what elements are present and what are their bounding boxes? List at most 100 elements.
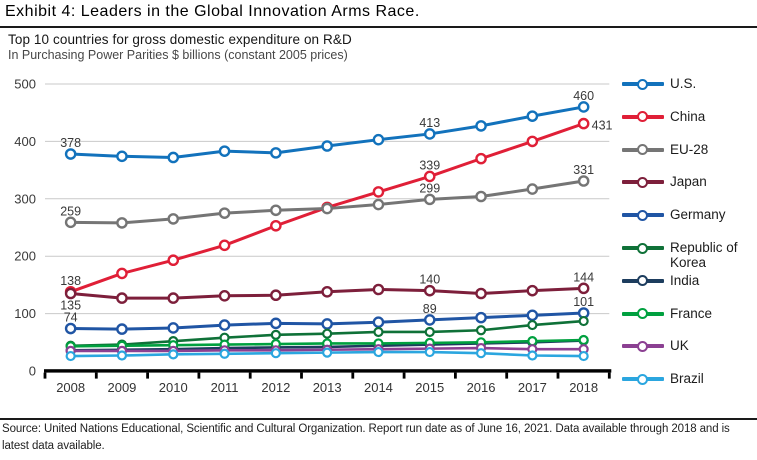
data-point-marker [270, 204, 282, 217]
y-axis-tick-label: 100 [14, 306, 36, 321]
data-point-marker [373, 326, 384, 338]
legend-line-marker-icon [622, 207, 664, 223]
x-axis-tick [402, 372, 406, 379]
data-point-marker [270, 348, 281, 359]
series-germany [64, 307, 590, 335]
data-point-marker [167, 322, 180, 334]
x-axis-tick-label: 2009 [107, 380, 136, 395]
legend-label: Japan [670, 174, 707, 190]
x-axis-tick [556, 372, 560, 379]
legend-item-u-s: U.S. [622, 75, 696, 92]
data-point-marker [578, 334, 589, 346]
legend-label: UK [670, 338, 689, 354]
x-axis-tick-label: 2013 [313, 380, 342, 395]
data-point-marker [321, 318, 333, 330]
x-axis-line [44, 369, 612, 373]
data-point-marker [526, 309, 539, 322]
data-point-label: 259 [60, 204, 81, 218]
data-point-label: 101 [573, 295, 594, 309]
data-point-marker [577, 117, 590, 130]
legend-line-marker-icon [622, 76, 664, 92]
legend-line-marker-icon [622, 306, 664, 322]
data-point-marker [526, 284, 539, 297]
legend-item-eu-28: EU-28 [622, 141, 708, 158]
data-point-marker [270, 289, 282, 302]
data-point-marker [270, 147, 282, 159]
data-point-marker [270, 317, 282, 330]
x-axis-tick-label: 2010 [159, 380, 188, 395]
series-eu-28 [64, 175, 590, 229]
chart-canvas: 0 100 200 300 400 500 2008 2009 2010 2011 2012 2013… [14, 77, 612, 396]
data-point-marker [270, 219, 282, 232]
data-point-marker [116, 323, 128, 335]
x-axis-tick [505, 372, 509, 379]
data-point-marker [116, 267, 128, 280]
legend-item-india: India [622, 272, 699, 289]
data-point-marker [64, 216, 77, 229]
data-point-marker [372, 198, 385, 211]
footer-divider [0, 418, 757, 420]
data-point-marker [218, 239, 231, 252]
x-axis-tick-label: 2011 [211, 380, 239, 395]
data-point-marker [475, 120, 487, 132]
legend-label: U.S. [670, 76, 697, 91]
data-point-label: 144 [573, 270, 594, 284]
x-axis-tick [607, 372, 611, 379]
chart-title: Top 10 countries for gross domestic expe… [8, 32, 352, 47]
data-point-marker [372, 186, 385, 198]
data-point-marker [527, 336, 538, 347]
data-point-marker [168, 349, 179, 360]
legend-line-marker-icon [622, 338, 664, 354]
data-point-label: 135 [60, 299, 81, 313]
data-point-marker [167, 292, 180, 304]
x-axis-tick-label: 2014 [364, 380, 393, 395]
legend-label: China [670, 108, 706, 124]
x-axis-tick-label: 2017 [518, 380, 547, 395]
data-point-label: 140 [419, 273, 440, 287]
x-axis-tick [351, 372, 355, 379]
x-axis-tick [146, 372, 149, 379]
legend-line-marker-icon [622, 174, 664, 190]
legend-line-marker-icon [622, 273, 664, 289]
data-point-label: 460 [573, 89, 594, 103]
legend-item-france: France [622, 305, 712, 322]
data-point-marker [423, 170, 436, 183]
x-axis-tick [300, 372, 303, 379]
x-axis-tick [43, 372, 47, 379]
data-point-marker [372, 133, 385, 146]
series-brazil [65, 346, 589, 362]
data-point-marker [116, 217, 128, 229]
data-point-marker [218, 145, 231, 157]
data-point-marker [526, 135, 539, 148]
legend-label: Brazil [670, 371, 704, 387]
x-axis-tick-label: 2012 [261, 380, 290, 395]
legend-item-uk: UK [622, 337, 689, 354]
data-point-marker [373, 346, 384, 358]
chart-subtitle: In Purchasing Power Parities $ billions … [8, 48, 348, 62]
data-point-marker [424, 326, 435, 338]
data-point-marker [475, 325, 487, 336]
data-point-label: 378 [60, 136, 81, 150]
data-point-marker [577, 101, 590, 113]
y-axis-tick-label: 400 [14, 134, 36, 149]
data-point-marker [167, 213, 180, 225]
legend-line-marker-icon [622, 142, 664, 158]
legend-label: Germany [670, 207, 726, 223]
data-point-marker [116, 350, 128, 361]
title-divider [0, 26, 757, 28]
data-point-label: 331 [573, 163, 594, 177]
data-point-marker [322, 347, 333, 358]
data-point-marker [219, 348, 230, 359]
legend-line-marker-icon [622, 109, 664, 125]
data-point-marker [218, 290, 231, 302]
series-republic-of-korea [65, 315, 589, 351]
legend-item-china: China [622, 108, 705, 125]
data-point-marker [218, 207, 231, 219]
data-point-marker [218, 319, 231, 331]
data-point-marker [321, 202, 333, 215]
data-point-marker [372, 283, 385, 296]
data-point-marker [64, 287, 77, 300]
data-point-marker [167, 151, 180, 164]
x-axis-tick-label: 2008 [56, 380, 85, 395]
